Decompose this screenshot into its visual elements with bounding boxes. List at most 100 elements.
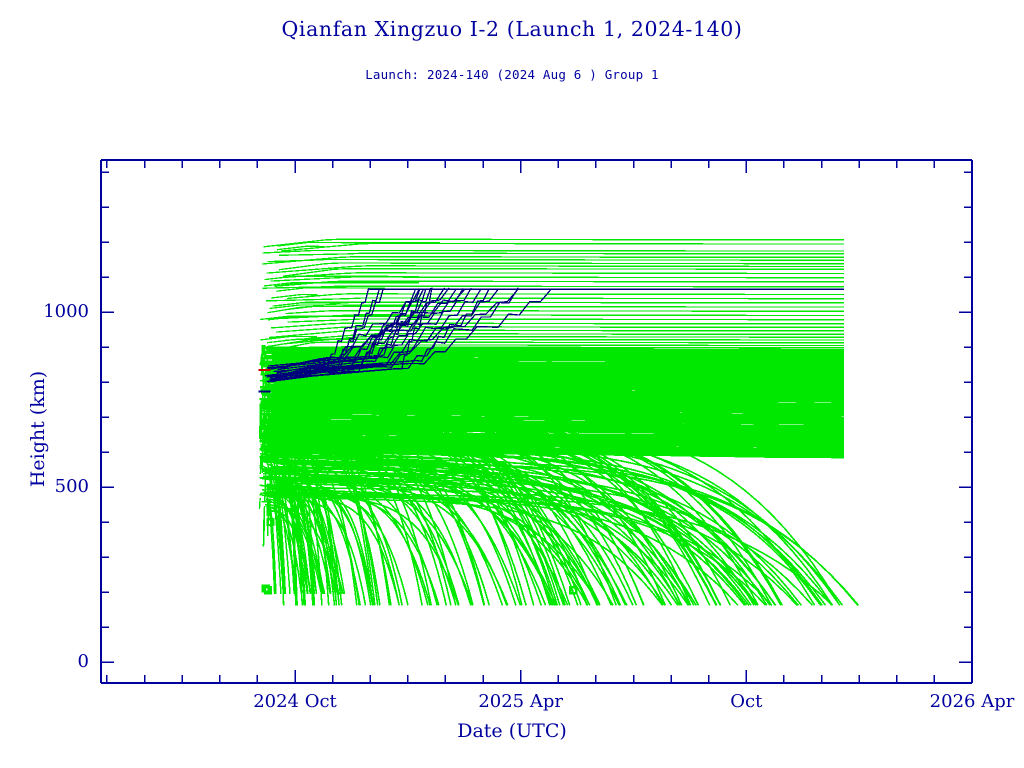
- y-tick-label: 500: [54, 476, 89, 497]
- track-line: [276, 287, 845, 373]
- track-line: [282, 272, 845, 279]
- track-line: [271, 466, 343, 594]
- track-line: [273, 380, 845, 387]
- track-line: [277, 446, 823, 606]
- track-line: [259, 403, 262, 439]
- track-line: [262, 458, 291, 594]
- track-line: [279, 432, 845, 438]
- track-line: [261, 489, 276, 594]
- track-line: [260, 433, 841, 606]
- track-line: [276, 400, 845, 409]
- data-marker: [569, 586, 578, 595]
- track-line: [267, 305, 845, 314]
- track-line: [273, 441, 627, 606]
- track-line: [279, 288, 845, 375]
- x-tick-label: 2024 Oct: [253, 691, 337, 712]
- track-line: [259, 454, 262, 474]
- track-line: [262, 344, 265, 364]
- track-line: [268, 479, 337, 594]
- track-line: [270, 434, 318, 594]
- track-line: [274, 461, 569, 606]
- track-line: [285, 309, 845, 315]
- chart-subtitle: Launch: 2024-140 (2024 Aug 6 ) Group 1: [365, 67, 659, 82]
- track-line: [282, 267, 845, 277]
- track-line: [279, 262, 845, 271]
- track-line: [275, 429, 457, 606]
- track-line: [261, 501, 326, 594]
- x-tick-label: 2025 Apr: [478, 691, 563, 712]
- track-line: [265, 373, 845, 382]
- track-line: [267, 366, 270, 402]
- track-line: [268, 445, 315, 594]
- data-marker: [263, 586, 273, 595]
- track-line: [262, 249, 845, 254]
- track-line: [275, 406, 692, 606]
- track-line: [280, 242, 845, 252]
- track-line: [265, 459, 591, 606]
- track-line: [270, 276, 845, 282]
- track-line: [264, 447, 776, 606]
- track-line: [274, 424, 638, 606]
- track-line: [267, 258, 845, 263]
- track-line: [262, 414, 374, 606]
- track-line: [262, 469, 748, 606]
- track-line: [269, 366, 845, 374]
- track-line: [266, 455, 339, 594]
- track-line: [259, 409, 262, 443]
- track-line: [275, 281, 420, 287]
- track-line: [264, 487, 267, 490]
- track-line: [261, 439, 264, 470]
- track-line: [271, 322, 845, 329]
- track-line: [266, 455, 269, 460]
- track-line: [266, 347, 269, 354]
- y-tick-label: 0: [77, 651, 89, 672]
- track-line: [266, 396, 845, 406]
- track-line: [275, 437, 485, 606]
- x-tick-label: Oct: [730, 691, 763, 712]
- x-axis-title: Date (UTC): [457, 720, 567, 742]
- track-line: [274, 280, 845, 287]
- track-line: [271, 293, 318, 299]
- track-line: [260, 335, 317, 341]
- track-line: [269, 304, 424, 310]
- track-line: [267, 455, 522, 606]
- track-line: [269, 370, 845, 380]
- track-line: [259, 356, 263, 366]
- track-line: [266, 297, 845, 302]
- data-layer: [258, 238, 860, 606]
- track-line: [287, 318, 845, 323]
- track-line: [263, 505, 266, 546]
- track-line: [264, 446, 267, 463]
- track-line: [266, 355, 269, 377]
- track-line: [262, 256, 845, 265]
- track-line: [277, 403, 845, 414]
- track-line: [274, 288, 845, 377]
- x-tick-label: 2026 Apr: [929, 691, 1015, 712]
- track-line: [267, 287, 845, 370]
- track-line: [268, 449, 346, 594]
- track-line: [262, 411, 265, 424]
- track-line: [268, 329, 845, 339]
- track-line: [274, 288, 845, 379]
- track-line: [265, 505, 267, 508]
- track-line: [276, 288, 845, 374]
- track-line: [261, 450, 833, 606]
- track-line: [259, 397, 262, 400]
- track-line: [276, 493, 773, 606]
- track-line: [271, 431, 391, 606]
- track-line: [263, 344, 266, 366]
- track-line: [270, 507, 287, 594]
- track-line: [273, 288, 845, 373]
- tracks-group: [258, 238, 860, 606]
- track-line: [277, 241, 440, 247]
- track-line: [274, 341, 845, 351]
- y-tick-label: 1000: [43, 301, 89, 322]
- track-line: [269, 471, 272, 512]
- track-line: [259, 477, 746, 606]
- track-line: [280, 288, 845, 369]
- track-line: [270, 287, 845, 381]
- track-line: [261, 418, 700, 606]
- track-line: [274, 348, 845, 353]
